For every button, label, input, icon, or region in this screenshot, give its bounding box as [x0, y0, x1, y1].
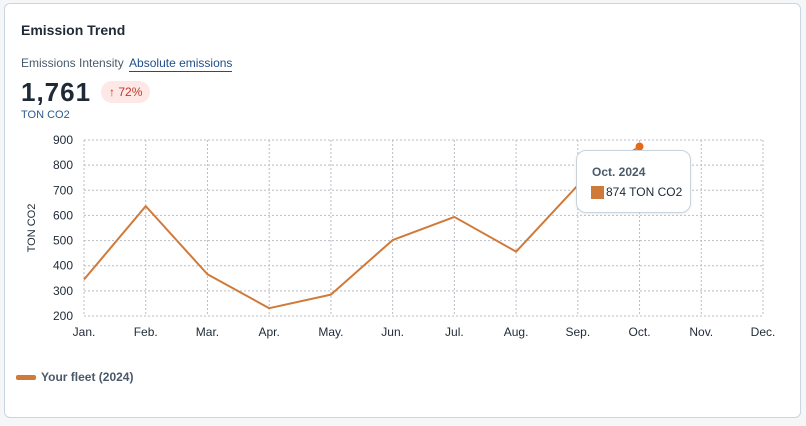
x-tick-label: Nov. — [689, 325, 713, 339]
y-tick-label: 300 — [53, 284, 73, 298]
change-percent: 72% — [118, 85, 143, 99]
x-tick-label: Apr. — [259, 325, 280, 339]
y-tick-label: 500 — [53, 234, 73, 248]
chart-legend[interactable]: Your fleet (2024) — [16, 370, 133, 384]
x-tick-label: Feb. — [134, 325, 158, 339]
legend-label: Your fleet (2024) — [41, 370, 134, 384]
metric-toggle: Emissions Intensity Absolute emissions — [21, 56, 233, 72]
y-tick-label: 900 — [53, 133, 73, 147]
tooltip-value: 874 TON CO2 — [606, 185, 683, 199]
tooltip-date: Oct. 2024 — [592, 165, 646, 179]
x-tick-label: Dec. — [751, 325, 776, 339]
y-axis-label: TON CO2 — [26, 204, 38, 253]
x-tick-label: Sep. — [565, 325, 590, 339]
total-emissions-value: 1,761 — [21, 77, 92, 107]
total-unit: TON CO2 — [21, 109, 70, 121]
x-tick-label: Aug. — [504, 325, 529, 339]
x-tick-label: May. — [318, 325, 343, 339]
card-title: Emission Trend — [21, 22, 126, 38]
x-tick-label: Jul. — [445, 325, 464, 339]
x-tick-label: Mar. — [196, 325, 219, 339]
x-tick-label: Jun. — [381, 325, 404, 339]
highlighted-point — [635, 142, 644, 151]
x-tick-label: Jan. — [73, 325, 96, 339]
series-line-group — [83, 142, 644, 310]
absolute-emissions-option[interactable]: Absolute emissions — [129, 56, 233, 72]
chart-grid — [83, 139, 764, 317]
arrow-up-icon: ↑ — [109, 85, 115, 99]
y-tick-label: 700 — [53, 183, 73, 197]
y-tick-label: 600 — [53, 208, 73, 222]
change-badge: ↑ 72% — [101, 81, 151, 103]
x-tick-label: Oct. — [629, 325, 651, 339]
y-axis-ticks: 900 800 700 600 500 400 300 200 — [53, 133, 73, 323]
y-tick-label: 400 — [53, 259, 73, 273]
series-line — [83, 145, 641, 310]
tooltip-swatch — [591, 185, 604, 199]
data-tooltip: Oct. 2024 874 TON CO2 — [576, 150, 691, 213]
tooltip-row: 874 TON CO2 — [591, 185, 682, 199]
x-axis-ticks: Jan. Feb. Mar. Apr. May. Jun. Jul. Aug. Sep. Oct.… — [73, 325, 776, 339]
y-tick-label: 200 — [53, 309, 73, 323]
emissions-intensity-option[interactable]: Emissions Intensity — [21, 56, 124, 70]
y-tick-label: 800 — [53, 158, 73, 172]
legend-swatch — [16, 374, 36, 380]
